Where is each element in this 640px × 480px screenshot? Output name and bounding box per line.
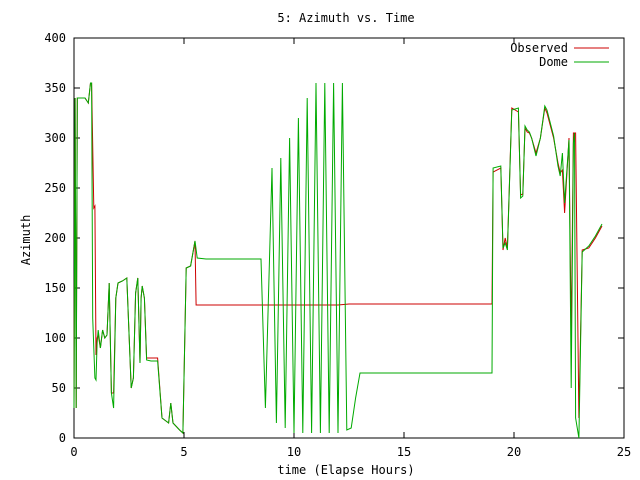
series-line-dome	[73, 82, 603, 439]
y-tick-label: 200	[44, 231, 66, 245]
legend-label-dome: Dome	[539, 55, 568, 69]
x-tick-label: 25	[617, 445, 631, 459]
x-tick-label: 0	[70, 445, 77, 459]
chart-title: 5: Azimuth vs. Time	[277, 11, 414, 25]
y-tick-label: 150	[44, 281, 66, 295]
x-tick-label: 5	[180, 445, 187, 459]
legend: Observed Dome	[510, 41, 609, 69]
x-tick-label: 15	[397, 445, 411, 459]
plot-frame	[73, 37, 625, 439]
x-axis-label: time (Elapse Hours)	[277, 463, 414, 477]
legend-label-observed: Observed	[510, 41, 568, 55]
y-tick-label: 400	[44, 31, 66, 45]
y-tick-label: 0	[59, 431, 66, 445]
y-tick-label: 250	[44, 181, 66, 195]
y-tick-label: 50	[52, 381, 66, 395]
y-tick-label: 100	[44, 331, 66, 345]
series-lines	[73, 82, 603, 439]
x-tick-label: 20	[507, 445, 521, 459]
x-tick-label: 10	[287, 445, 301, 459]
series-line-observed	[73, 82, 603, 435]
y-tick-label: 350	[44, 81, 66, 95]
y-axis-label: Azimuth	[19, 215, 33, 266]
y-tick-label: 300	[44, 131, 66, 145]
